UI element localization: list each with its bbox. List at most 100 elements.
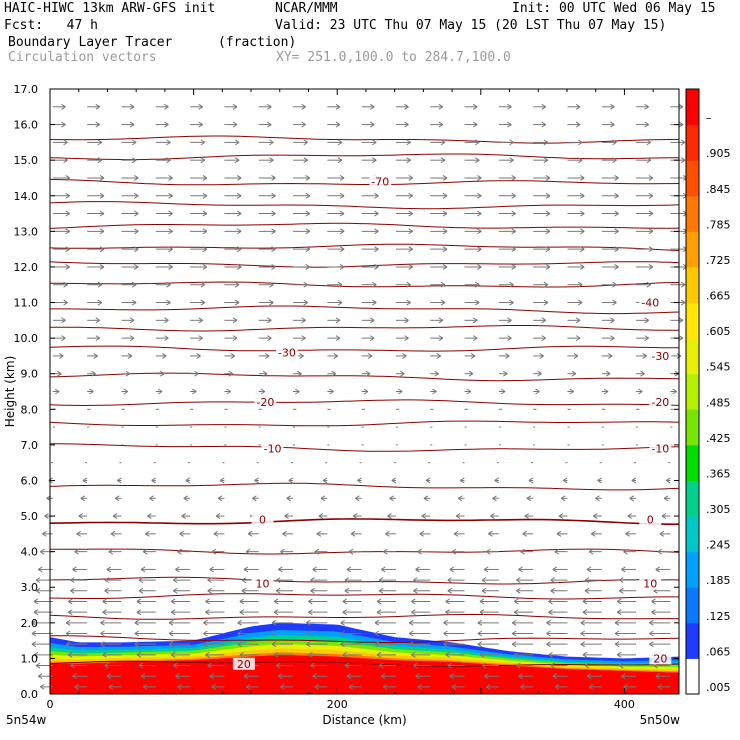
wind-vector-head (337, 157, 343, 164)
temperature-contours (49, 135, 680, 668)
wind-vector-head (151, 477, 156, 484)
wind-vector-head (207, 577, 212, 584)
wind-vector (108, 548, 122, 555)
wind-vector-head (550, 577, 555, 584)
wind-vector (314, 683, 328, 690)
wind-vector-head (100, 641, 105, 648)
wind-vector (511, 619, 534, 626)
wind-vector-head (82, 477, 88, 484)
wind-vector-head (507, 335, 512, 342)
wind-vector-head (380, 566, 386, 573)
wind-vector (524, 513, 534, 519)
wind-vector (601, 246, 619, 253)
wind-vector (380, 673, 396, 680)
wind-vector-head (421, 513, 427, 519)
wind-vector-head (335, 335, 341, 342)
wind-vector-head (33, 651, 39, 658)
wind-vector (155, 157, 171, 164)
colorbar-label: .065 (706, 645, 731, 658)
wind-vector (411, 609, 431, 616)
wind-vector-head (236, 228, 242, 235)
wind-vector (293, 192, 311, 199)
wind-vector-head (211, 683, 217, 690)
wind-vector (580, 641, 602, 648)
wind-vector (511, 641, 534, 648)
wind-vector (464, 103, 478, 110)
wind-vector-head (42, 530, 47, 537)
wind-vector (155, 210, 173, 217)
wind-vector-head (369, 121, 375, 128)
wind-vector (580, 630, 602, 637)
wind-vector (342, 598, 362, 605)
wind-vector (567, 299, 583, 306)
contour-label: 0 (259, 514, 266, 527)
wind-vector (597, 477, 602, 484)
wind-vector (546, 630, 568, 637)
wind-vector-head (310, 587, 315, 594)
wind-vector (533, 370, 542, 377)
wind-vector (327, 317, 341, 324)
wind-vector-head (408, 264, 413, 270)
wind-vector-head (65, 192, 70, 199)
wind-vector-head (374, 192, 379, 199)
wind-vector (550, 587, 568, 594)
wind-vector-head (413, 662, 418, 669)
wind-vector-head (44, 513, 49, 519)
wind-vector-head (646, 157, 652, 164)
contour-label: 0 (647, 514, 654, 527)
wind-vector-head (438, 335, 444, 342)
wind-vector (293, 210, 311, 217)
wind-vector (177, 548, 191, 555)
wind-vector (258, 121, 272, 128)
wind-vector-head (138, 577, 144, 584)
wind-vector-head (134, 619, 140, 626)
wind-vector (498, 317, 512, 324)
temperature-contour-21 (49, 153, 680, 161)
wind-vector (224, 388, 231, 395)
wind-vector-head (646, 139, 652, 146)
wind-vector (224, 246, 242, 253)
wind-vector (114, 495, 122, 502)
wind-vector-head (554, 683, 560, 690)
wind-vector-head (655, 566, 660, 573)
wind-vector (430, 228, 448, 235)
wind-vector-head (237, 641, 242, 648)
wind-vector-head (70, 662, 75, 669)
wind-vector (224, 281, 240, 288)
wind-vector-head (374, 630, 380, 637)
wind-vector (190, 157, 206, 164)
wind-vector (155, 192, 173, 199)
y-tick-label: 7.0 (21, 439, 39, 452)
wind-vector-head (400, 370, 405, 377)
wind-vector-head (419, 530, 425, 537)
wind-vector (278, 566, 294, 573)
wind-vector-head (385, 530, 390, 537)
wind-vector (190, 264, 208, 270)
wind-vector-head (408, 210, 413, 217)
wind-vector (498, 246, 516, 253)
wind-vector (601, 210, 619, 217)
wind-vector (355, 495, 362, 502)
wind-vector (258, 335, 272, 342)
wind-vector (65, 619, 88, 626)
wind-vector (293, 103, 306, 110)
wind-vector (155, 388, 163, 395)
valid-time-label: Valid: 23 UTC Thu 07 May 15 (20 LST Thu … (275, 18, 667, 33)
wind-vector-head (619, 577, 624, 584)
wind-vector-head (134, 630, 140, 637)
wind-vector-head (558, 513, 564, 519)
wind-vector (308, 651, 328, 658)
wind-vector-head (97, 281, 103, 288)
wind-vector-head (340, 630, 345, 637)
y-tick-label: 13.0 (14, 225, 39, 238)
wind-vector (52, 103, 66, 110)
wind-vector-head (106, 673, 112, 680)
colorbar-swatch (686, 160, 699, 197)
wind-vector (430, 388, 437, 395)
wind-vector-head (661, 513, 667, 519)
wind-vector-head (117, 477, 122, 484)
wind-vector (411, 651, 431, 658)
wind-vector-head (168, 641, 174, 648)
wind-vector (72, 566, 88, 573)
wind-vector-head (520, 683, 525, 690)
